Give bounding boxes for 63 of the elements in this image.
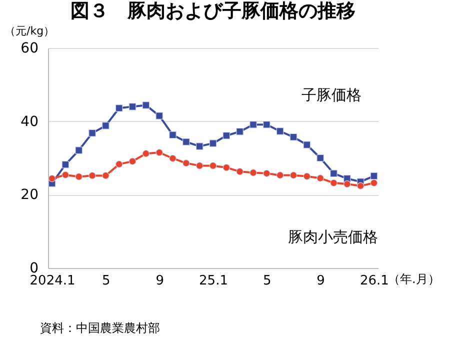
point (356, 182, 364, 190)
point (196, 142, 204, 150)
point (276, 128, 284, 135)
point (250, 169, 257, 176)
point (182, 138, 190, 146)
point (115, 104, 123, 112)
x-tick-label: 5 (263, 274, 272, 288)
point (276, 172, 284, 179)
point (156, 112, 163, 120)
series-label: 子豚価格 (301, 86, 362, 104)
point (370, 179, 378, 187)
point (156, 148, 163, 156)
point (303, 172, 311, 180)
chart-title: 図３ 豚肉および子豚価格の推移 (70, 0, 356, 22)
x-tick-label: 25.1 (199, 274, 228, 288)
point (169, 131, 176, 139)
point (303, 141, 311, 148)
point (62, 160, 70, 168)
point (62, 171, 70, 179)
x-axis-title: （年.月） (388, 272, 440, 286)
y-tick-label: 40 (20, 114, 38, 130)
x-tick-label: 9 (156, 274, 164, 288)
point (75, 173, 83, 180)
point (316, 154, 324, 162)
point (196, 162, 204, 170)
point (236, 168, 244, 176)
y-axis-title: （元/kg） (4, 24, 55, 38)
x-tick-label: 9 (316, 274, 325, 288)
point (250, 120, 257, 128)
y-tick-label: 60 (20, 40, 38, 56)
point (75, 146, 83, 154)
point (102, 172, 110, 180)
point (182, 159, 190, 167)
text: 豚肉小売価格 (288, 228, 378, 246)
point (236, 128, 244, 136)
y-tick-label: 20 (20, 187, 38, 204)
point (330, 179, 338, 187)
point (88, 172, 96, 180)
point (169, 154, 176, 162)
point (128, 103, 136, 110)
point (48, 174, 56, 182)
x-tick-label: 26.1 (360, 274, 389, 288)
point (343, 180, 351, 188)
point (142, 102, 150, 109)
point (290, 172, 298, 179)
point (316, 174, 324, 182)
point (128, 158, 136, 165)
point (115, 160, 123, 168)
point (330, 170, 338, 178)
point (209, 140, 217, 147)
x-tick-label: 2024.1 (30, 274, 76, 288)
point (222, 164, 230, 172)
point (263, 120, 270, 128)
point (88, 129, 96, 137)
point (142, 150, 150, 158)
point (209, 162, 217, 170)
x-tick-label: 5 (102, 274, 110, 288)
text: 資料：中国農業農村部 (40, 320, 160, 337)
point (290, 133, 298, 141)
point (370, 172, 378, 180)
point (263, 170, 270, 178)
point (222, 132, 230, 140)
point (102, 122, 110, 130)
